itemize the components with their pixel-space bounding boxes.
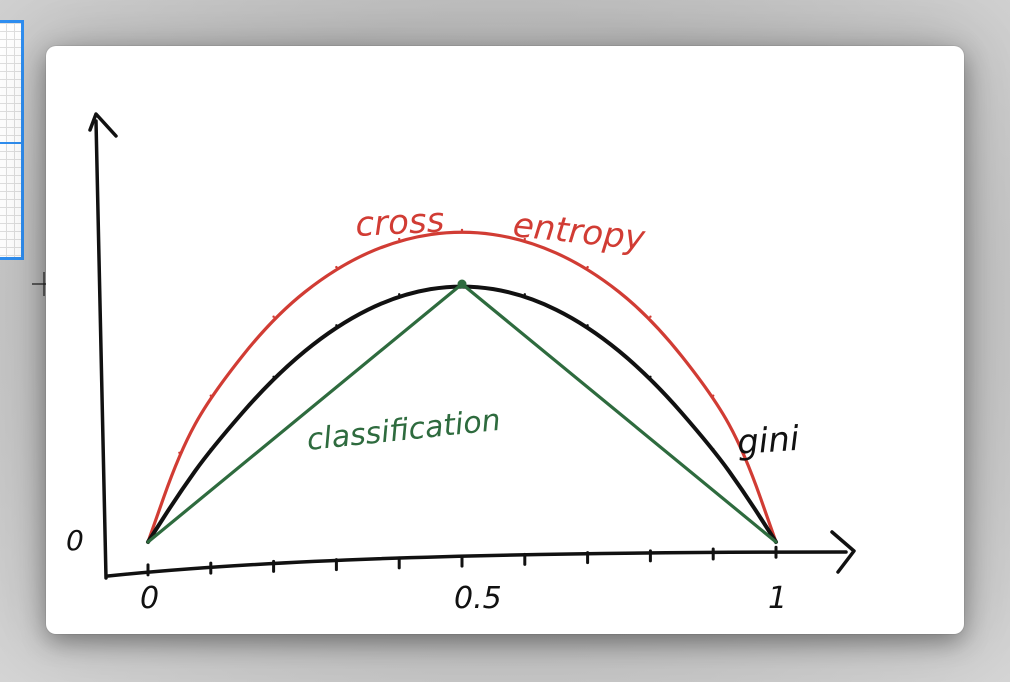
labels: cross entropy gini classification 0 0.5 1 0 xyxy=(66,200,801,616)
peak-marker xyxy=(457,279,467,289)
selection-panel[interactable] xyxy=(0,20,24,260)
data-point xyxy=(774,540,778,544)
series-label-gini: gini xyxy=(736,419,801,463)
y-tick-label: 0 xyxy=(66,524,84,557)
grid-background xyxy=(0,23,21,257)
data-point xyxy=(460,228,464,232)
series-label-classification: classification xyxy=(305,403,502,458)
data-point xyxy=(586,265,589,269)
series-label-cross-entropy: cross xyxy=(354,200,445,245)
data-point xyxy=(649,375,652,379)
axes xyxy=(88,112,856,580)
data-point xyxy=(146,540,150,544)
data-point xyxy=(335,265,338,269)
data-point xyxy=(523,293,526,296)
chart-card: cross entropy gini classification 0 0.5 1 0 xyxy=(46,46,964,634)
y-axis-line xyxy=(94,119,108,580)
data-point xyxy=(743,451,746,454)
data-point xyxy=(398,237,401,241)
data-point xyxy=(398,293,401,296)
data-point xyxy=(272,375,275,379)
data-point xyxy=(178,491,181,495)
chart: cross entropy gini classification 0 0.5 1 0 xyxy=(66,112,856,616)
series-line-cross-entropy xyxy=(146,230,778,544)
data-point xyxy=(272,315,275,318)
data-point xyxy=(712,394,715,397)
data-point xyxy=(586,324,589,327)
data-point xyxy=(178,451,181,454)
x-tick-label: 1 xyxy=(768,581,787,616)
series-label-cross-entropy: entropy xyxy=(511,205,648,259)
x-axis-arrow-head xyxy=(830,530,856,574)
data-point xyxy=(209,394,212,397)
data-point xyxy=(712,447,715,451)
data-point xyxy=(743,491,746,495)
data-point xyxy=(209,447,212,451)
series-lines xyxy=(146,228,778,544)
x-minor-ticks xyxy=(146,545,778,577)
data-point xyxy=(335,324,338,327)
panel-divider xyxy=(0,142,21,144)
y-axis-arrow-head xyxy=(88,112,118,138)
data-point xyxy=(523,237,526,241)
x-tick-label: 0.5 xyxy=(454,581,502,616)
x-tick-label: 0 xyxy=(140,581,159,616)
data-point xyxy=(649,315,652,318)
x-axis-line xyxy=(106,550,848,578)
